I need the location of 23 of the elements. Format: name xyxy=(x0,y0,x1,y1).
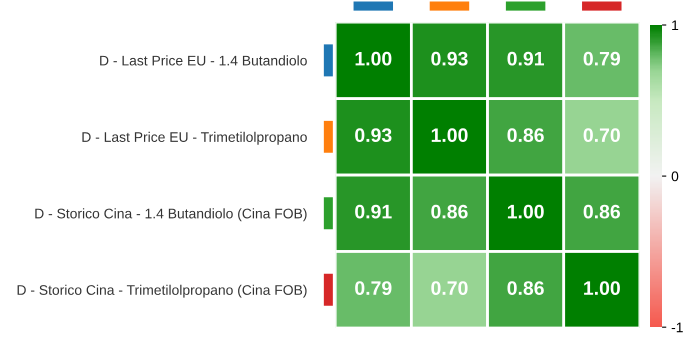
data-label: 0.86 xyxy=(507,281,544,295)
data-label: 1.00 xyxy=(432,128,468,142)
data-label: 0.86 xyxy=(431,204,468,219)
data-label: 0.93 xyxy=(355,128,392,142)
y-tick-label: D - Storico Cina - Trimetilolpropano (Cina FOB) xyxy=(18,284,307,298)
color-bar-label: 0 xyxy=(672,171,678,182)
y-tick-label: D - Storico Cina - 1.4 Butandiolo (Cina FOB) xyxy=(35,208,307,222)
data-label: 1.00 xyxy=(356,52,392,66)
y-tick-label: D - Last Price EU - 1.4 Butandiolo xyxy=(100,55,307,66)
y-tick-label: D - Last Price EU - Trimetilolpropano xyxy=(82,132,307,145)
color-bar-label: -1 xyxy=(672,322,683,332)
data-label: 1.00 xyxy=(508,204,544,219)
data-label: 0.79 xyxy=(355,281,392,295)
data-label: 0.70 xyxy=(431,281,468,295)
data-label: 0.91 xyxy=(507,52,544,66)
color-bar-label: 1 xyxy=(672,20,678,30)
data-label: 0.86 xyxy=(507,128,544,142)
data-label: 0.79 xyxy=(584,52,620,66)
data-label: 0.93 xyxy=(431,52,468,66)
data-label: 1.00 xyxy=(584,281,620,295)
data-label: 0.70 xyxy=(584,128,620,142)
data-label: 0.91 xyxy=(355,204,392,219)
data-label: 0.86 xyxy=(584,204,620,219)
